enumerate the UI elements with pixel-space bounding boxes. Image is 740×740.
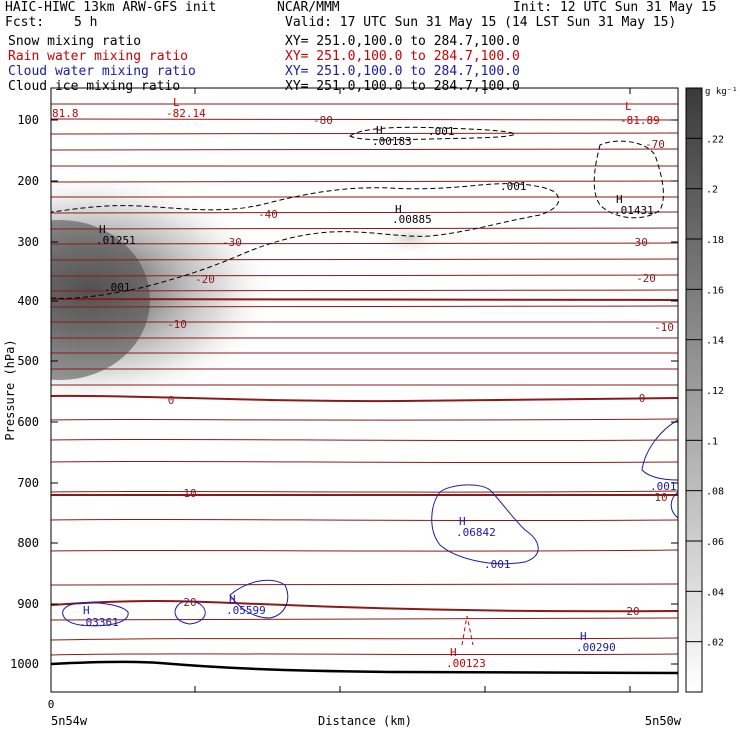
valid-time: Valid: 17 UTC Sun 31 May 15 (14 LST Sun … [285,15,677,30]
isotherm-label: -80 [313,114,333,127]
rain-water-contour [461,615,474,646]
colorbar-tick-label: .16 [706,285,724,296]
isotherm-label: -40 [258,208,278,221]
max-value-label: .06842 [456,526,496,539]
isotherm-label: -20 [636,272,656,285]
org-label: NCAR/MMM [277,0,340,15]
isotherm-label: -10 [654,321,674,334]
isotherm-label: 0 [168,394,175,407]
colorbar-tick-label: .02 [706,638,724,649]
field-snow-name: Snow mixing ratio [8,34,142,49]
field-cloudice-name: Cloud ice mixing ratio [8,79,181,94]
y-tick-label: 1000 [10,657,39,671]
high-marker: H [459,515,466,528]
colorbar-tick-label: .14 [706,336,724,347]
cloud-ice-contours [51,126,664,299]
isotherm-thick [51,298,678,613]
plot-frame [50,87,679,693]
colorbar-tick-label: .1 [706,436,718,447]
cloud-water-contours [62,419,678,627]
field-cloudwater-xy: XY= 251.0,100.0 to 284.7,100.0 [285,64,520,79]
high-marker: H [229,593,236,606]
field-snow-xy: XY= 251.0,100.0 to 284.7,100.0 [285,34,520,49]
init-time: Init: 12 UTC Sun 31 May 15 [513,0,717,15]
field-cloudwater-name: Cloud water mixing ratio [8,64,196,79]
max-value-label: .05599 [226,604,266,617]
y-tick-label: 500 [17,354,39,368]
isotherm-label: 10 [654,491,667,504]
contour-label: .001 [104,281,131,294]
isotherm-label: -30 [222,236,242,249]
isotherm-label: -20 [195,273,215,286]
x-tick-label: 0 [48,698,55,711]
colorbar-tick-label: .06 [706,537,724,548]
contour-label: .001 [484,558,511,571]
colorbar-tick-label: .08 [706,487,724,498]
y-tick-label: 200 [17,174,39,188]
colorbar-ticks [686,137,702,643]
y-tick-label: 300 [17,235,39,249]
high-marker: H [83,604,90,617]
y-axis-label: Pressure (hPa) [3,339,17,440]
isotherm-label: 20 [626,605,639,618]
contour-label: .001 [428,125,455,138]
max-value-label: .01431 [614,204,654,217]
high-marker: H [450,646,457,659]
contour-label: .001 [500,180,527,193]
terrain-line [51,660,678,675]
snow-shading-small [370,220,450,256]
low-marker: L [625,100,632,113]
max-value-label: .00290 [576,641,616,654]
max-value-label: .03361 [79,616,119,629]
max-value-label: .00885 [392,213,432,226]
forecast-hour: 5 h [74,15,98,30]
colorbar-unit: g kg⁻¹ [705,87,738,97]
colorbar-tick-label: .18 [706,235,724,246]
y-tick-label: 800 [17,536,39,550]
y-tick-label: 700 [17,476,39,490]
colorbar-tick-label: .2 [706,185,718,196]
min-value-label: 81.8 [52,107,79,120]
isotherm-label: -30 [628,236,648,249]
min-value-label: -81.89 [620,114,660,127]
min-value-label: -82.14 [166,107,206,120]
isotherm-lines [51,103,678,656]
isotherm-label: 20 [183,596,196,609]
high-marker: H [616,193,623,206]
isotherm-label: -10 [167,318,187,331]
colorbar-tick-label: .04 [706,587,724,598]
forecast-label: Fcst: [5,15,45,30]
model-title: HAIC-HIWC 13km ARW-GFS init [5,0,217,15]
field-rain-xy: XY= 251.0,100.0 to 284.7,100.0 [285,49,520,64]
y-tick-label: 400 [17,294,39,308]
isotherm-label: 10 [183,487,196,500]
max-value-label: .01251 [96,234,136,247]
x-axis-ticks [194,88,631,692]
y-axis-ticks [51,119,678,665]
low-marker: L [173,96,180,109]
x-axis-label: Distance (km) [318,714,412,728]
x-left-location: 5n54w [51,714,88,728]
isotherm-label: -70 [645,138,665,151]
colorbar-tick-label: .12 [706,386,724,397]
high-marker: H [99,223,106,236]
y-tick-label: 100 [17,113,39,127]
high-marker: H [580,630,587,643]
y-tick-label: 600 [17,415,39,429]
max-value-label: .00183 [372,135,412,148]
y-tick-label: 900 [17,597,39,611]
field-cloudice-xy: XY= 251.0,100.0 to 284.7,100.0 [285,79,520,94]
plot-area [51,103,678,675]
high-marker: H [395,203,402,216]
high-marker: H [376,124,383,137]
x-right-location: 5n50w [645,714,682,728]
max-value-label: .00123 [446,657,486,670]
colorbar-tick-label: .22 [706,134,724,145]
contour-label: .001 [650,480,677,493]
isotherm-label: 0 [639,392,646,405]
field-rain-name: Rain water mixing ratio [8,49,189,64]
